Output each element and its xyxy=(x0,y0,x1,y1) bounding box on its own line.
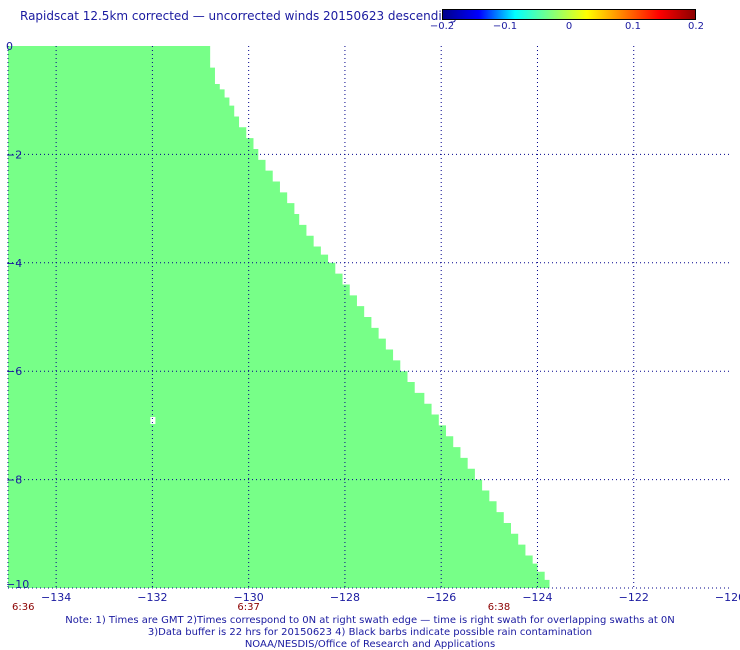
lon-label: −126 xyxy=(426,591,456,604)
lon-label: −120 xyxy=(715,591,740,604)
time-label: 6:37 xyxy=(237,602,259,613)
lat-label: −4 xyxy=(6,257,22,270)
colorbar-label-min: −0.2 xyxy=(429,21,455,32)
colorbar xyxy=(442,9,696,20)
colorbar-label-neg: −0.1 xyxy=(492,21,518,32)
data-gap xyxy=(150,416,156,424)
time-label: 6:38 xyxy=(488,602,510,613)
lon-label: −134 xyxy=(41,591,71,604)
lat-label: −10 xyxy=(6,578,29,591)
map-title: Rapidscat 12.5km corrected — uncorrected… xyxy=(20,9,457,23)
lon-label: −130 xyxy=(234,591,264,604)
lat-label: 0 xyxy=(6,40,13,53)
swath-layer xyxy=(8,46,557,588)
lat-label: −2 xyxy=(6,148,22,161)
label-layer: −134 −132 −130 −128 −126 −124 −122 −120 0 −2 −4 −6 −… xyxy=(6,40,740,613)
lon-label: −122 xyxy=(619,591,649,604)
lon-label: −128 xyxy=(330,591,360,604)
colorbar-label-max: 0.2 xyxy=(688,21,704,32)
wind-swath xyxy=(8,46,557,588)
colorbar-label-zero: 0 xyxy=(565,21,573,32)
note-line-1: Note: 1) Times are GMT 2)Times correspon… xyxy=(65,615,675,626)
lat-label: −8 xyxy=(6,474,22,487)
note-line-2: 3)Data buffer is 22 hrs for 20150623 4) … xyxy=(147,627,593,638)
lon-label: −124 xyxy=(522,591,552,604)
note-line-3: NOAA/NESDIS/Office of Research and Appli… xyxy=(244,639,496,650)
lat-label: −6 xyxy=(6,365,22,378)
lon-label: −132 xyxy=(137,591,167,604)
grid-layer xyxy=(7,46,730,589)
time-label: 6:36 xyxy=(12,602,34,613)
colorbar-label-pos: 0.1 xyxy=(625,21,641,32)
